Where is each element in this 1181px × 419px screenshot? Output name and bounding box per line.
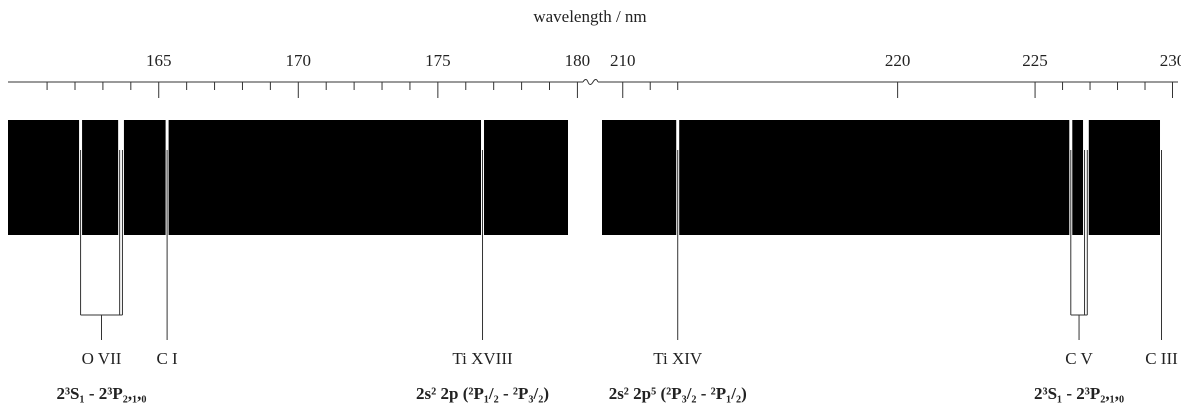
- x-tick-label: 165: [146, 51, 172, 70]
- x-tick-label: 225: [1022, 51, 1048, 70]
- transition-label: 2³S₁ - 2³P₂,₁,₀: [56, 384, 146, 403]
- ion-label: C III: [1145, 349, 1178, 368]
- page: wavelength / nm 165 170 175 180 210 220 225 230…: [0, 0, 1181, 419]
- x-tick-label: 230: [1160, 51, 1181, 70]
- transition-label: 2s² 2p (²P₁/₂ - ²P₃/₂): [416, 384, 549, 403]
- x-tick-label: 220: [885, 51, 911, 70]
- ion-label: O VII: [82, 349, 122, 368]
- ion-label: C I: [156, 349, 178, 368]
- transition-label: 2s² 2p⁵ (²P₃/₂ - ²P₁/₂): [609, 384, 747, 403]
- x-tick-label: 210: [610, 51, 636, 70]
- x-tick-label: 175: [425, 51, 451, 70]
- ion-label: Ti XVIII: [452, 349, 513, 368]
- chart: wavelength / nm 165 170 175 180 210 220 225 230…: [0, 0, 1181, 414]
- transition-label: 2³S₁ - 2³P₂,₁,₀: [1034, 384, 1124, 403]
- spectrum-band: [602, 120, 1163, 235]
- ion-label: Ti XIV: [653, 349, 703, 368]
- axis-title: wavelength / nm: [533, 7, 646, 26]
- x-tick-label: 170: [286, 51, 312, 70]
- x-tick-label: 180: [565, 51, 591, 70]
- axis-break: [583, 80, 598, 85]
- ion-label: C V: [1065, 349, 1093, 368]
